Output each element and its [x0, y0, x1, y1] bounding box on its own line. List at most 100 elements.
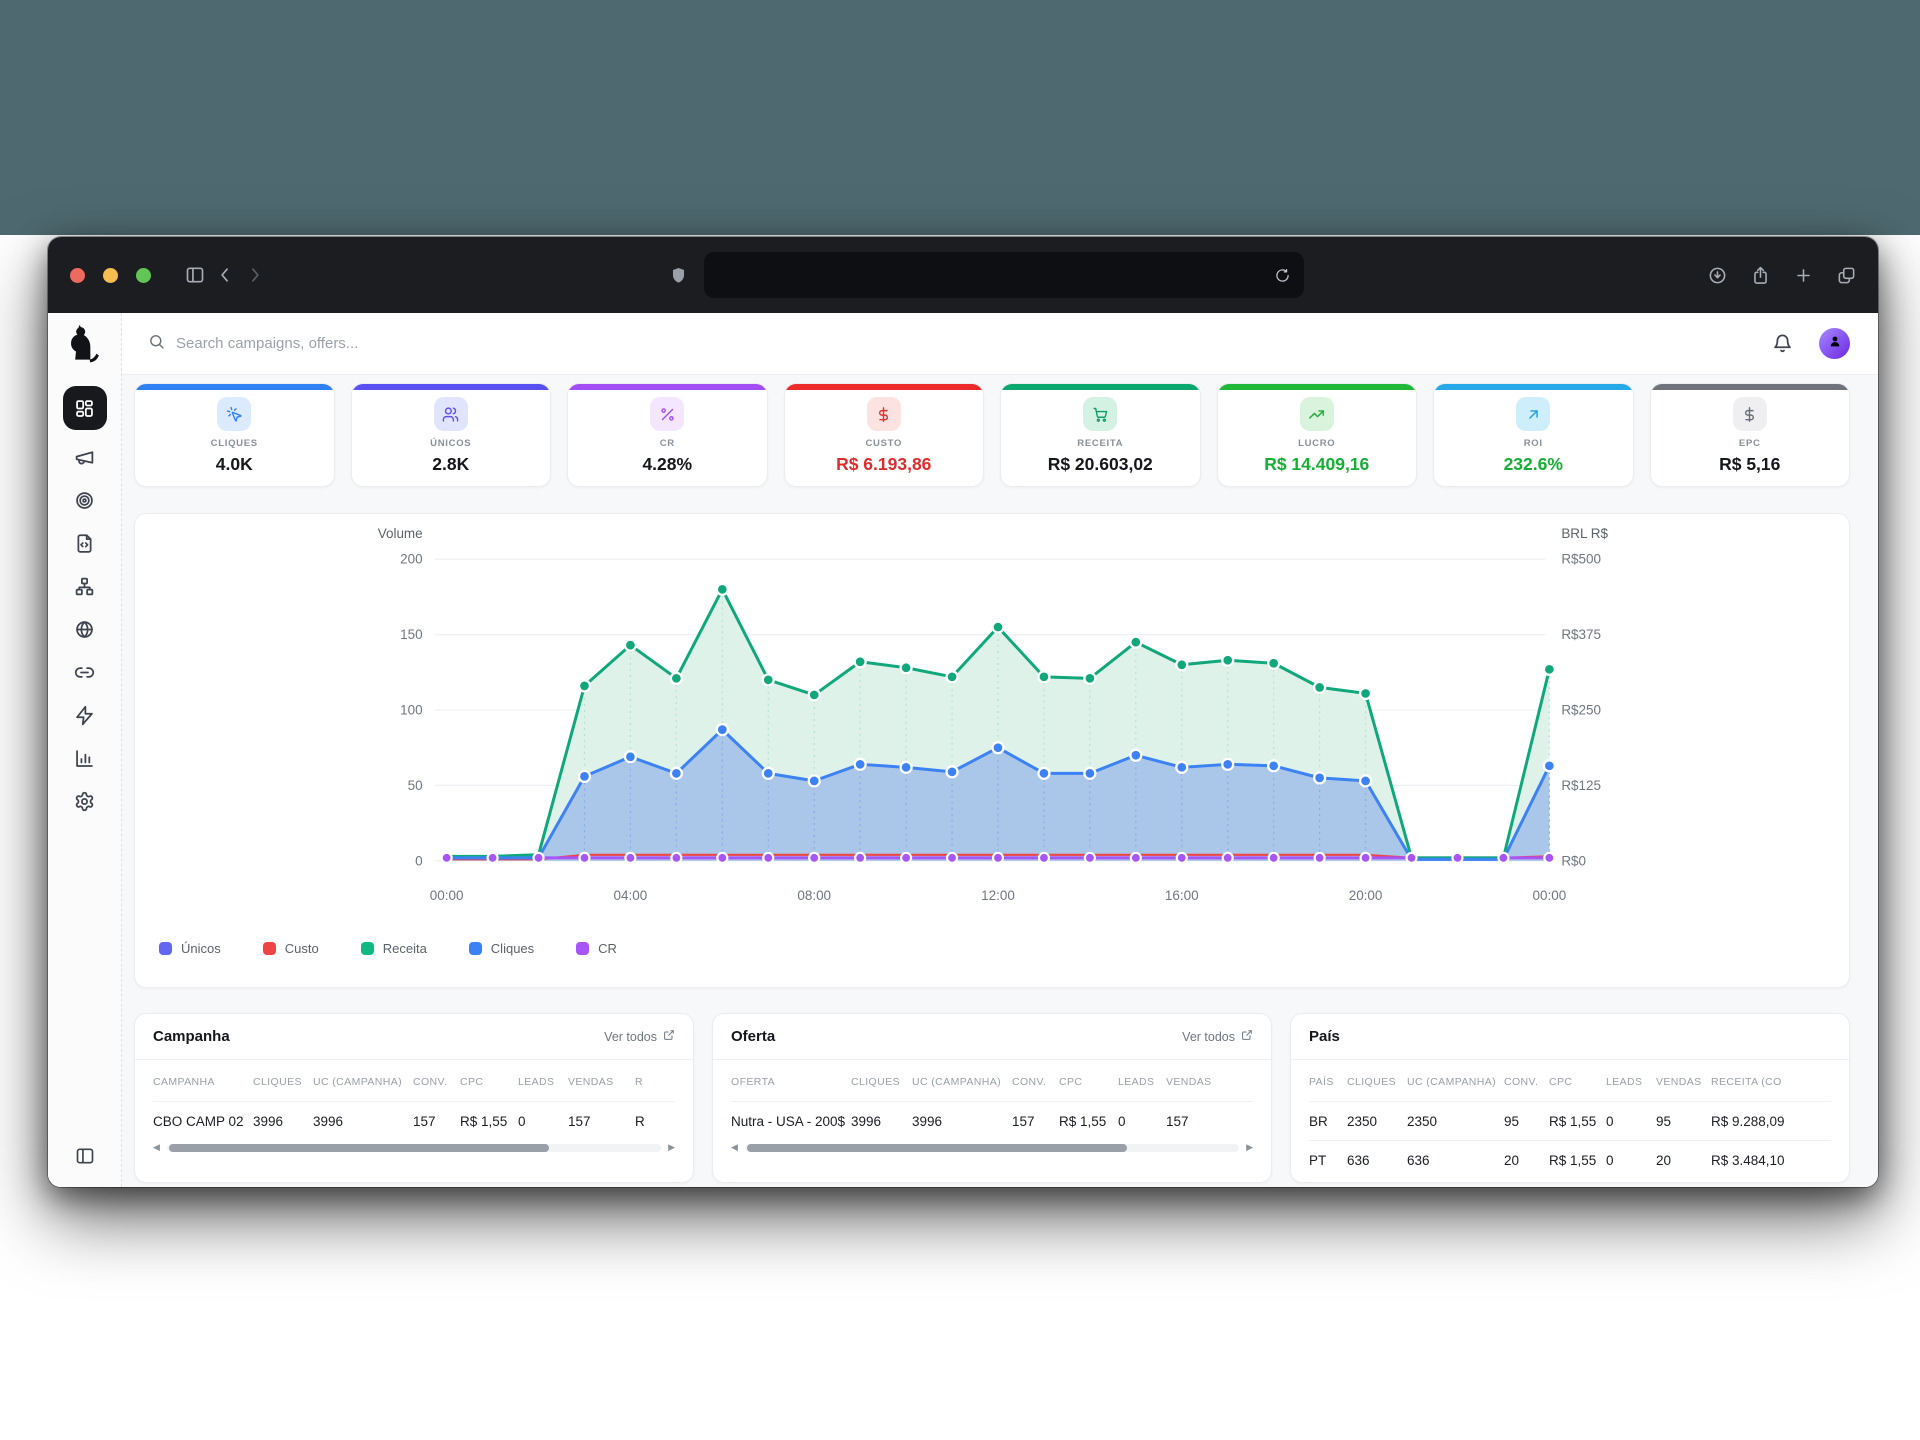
svg-text:R$125: R$125	[1561, 778, 1601, 793]
sidebar-item-dashboard[interactable]	[62, 386, 107, 430]
table-cell: 95	[1504, 1113, 1520, 1129]
column-header: UC (CAMPANHA)	[313, 1075, 403, 1088]
arrow-up-right-icon	[1516, 397, 1551, 431]
dollar-icon	[1732, 397, 1767, 431]
kpi-row: CLIQUES 4.0K ÚNICOS 2.8K CR 4.28% CUSTO R$ 6.19…	[134, 383, 1850, 487]
horizontal-scrollbar[interactable]: ◀ ▶	[713, 1140, 1271, 1152]
share-icon[interactable]	[1751, 266, 1770, 285]
sidebar-item-reports[interactable]	[73, 746, 97, 770]
column-header: LEADS	[518, 1075, 555, 1088]
table-cell: Nutra - USA - 200$	[731, 1113, 846, 1129]
kpi-value: 4.0K	[215, 454, 253, 474]
back-button[interactable]	[215, 265, 235, 285]
table-cell: 0	[1118, 1113, 1126, 1129]
column-header: LEADS	[1118, 1075, 1155, 1088]
scroll-left-icon[interactable]: ◀	[731, 1142, 738, 1152]
column-header: CPC	[1549, 1075, 1573, 1088]
minimize-button[interactable]	[103, 267, 118, 283]
sidebar-nav	[62, 386, 107, 813]
legend-label: Cliques	[490, 940, 535, 956]
legend-item-receita[interactable]: Receita	[360, 941, 427, 956]
ver-todos-link[interactable]: Ver todos	[1182, 1029, 1253, 1044]
kpi-accent-bar	[1434, 384, 1633, 390]
reload-icon[interactable]	[1275, 268, 1290, 283]
table-cell: R$ 3.484,10	[1711, 1152, 1785, 1168]
table-header-row: CAMPANHA CLIQUES UC (CAMPANHA) CONV. CPC LEAD…	[153, 1062, 675, 1101]
column-header: CPC	[460, 1075, 484, 1088]
kpi-label: EPC	[1738, 438, 1761, 449]
scroll-left-icon[interactable]: ◀	[153, 1142, 160, 1152]
legend-item-cliques[interactable]: Cliques	[468, 940, 535, 956]
shield-icon[interactable]	[669, 266, 688, 285]
global-search[interactable]	[148, 333, 1772, 355]
browser-toolbar	[48, 237, 1878, 313]
table-cell: R$ 1,55	[1549, 1113, 1597, 1129]
kpi-value: 232.6%	[1503, 454, 1563, 474]
legend-label: CR	[598, 940, 617, 956]
cart-icon	[1083, 397, 1118, 431]
app-root: CLIQUES 4.0K ÚNICOS 2.8K CR 4.28% CUSTO R$ 6.19…	[48, 313, 1878, 1187]
sidebar-item-domains[interactable]	[73, 617, 97, 641]
table-row: BR 2350 2350 95 R$ 1,55 0 95 R$ 9.288,09	[1309, 1101, 1831, 1140]
svg-text:BRL R$: BRL R$	[1561, 526, 1608, 541]
scrollbar-track[interactable]	[166, 1143, 662, 1152]
users-icon	[433, 397, 468, 431]
table-cell: 0	[1606, 1152, 1614, 1168]
campanha-table-card: Campanha Ver todos CAMPANHA CLIQUES UC (CAMP…	[134, 1013, 694, 1183]
kpi-card-lucro: LUCRO R$ 14.409,16	[1216, 383, 1417, 487]
kpi-accent-bar	[1217, 384, 1416, 390]
close-button[interactable]	[70, 267, 85, 283]
scroll-right-icon[interactable]: ▶	[668, 1142, 675, 1152]
sidebar-item-campaigns[interactable]	[73, 445, 97, 469]
ver-todos-link[interactable]: Ver todos	[604, 1029, 675, 1044]
sidebar-item-settings[interactable]	[73, 789, 97, 813]
table-cell: 636	[1407, 1152, 1430, 1168]
url-bar[interactable]	[704, 252, 1304, 298]
kpi-label: CR	[659, 438, 675, 449]
search-input[interactable]	[176, 335, 1772, 352]
svg-text:100: 100	[400, 703, 422, 718]
sidebar-item-landing-pages[interactable]	[73, 531, 97, 555]
scrollbar-track[interactable]	[744, 1143, 1240, 1152]
scrollbar-thumb[interactable]	[168, 1143, 550, 1152]
kpi-label: LUCRO	[1298, 438, 1336, 449]
table-cell: R$ 1,55	[460, 1113, 508, 1129]
panel-left-icon[interactable]	[185, 265, 205, 285]
sidebar-collapse-icon[interactable]	[75, 1146, 95, 1171]
forward-button[interactable]	[245, 265, 265, 285]
tabs-icon[interactable]	[1837, 266, 1856, 285]
scrollbar-thumb[interactable]	[746, 1143, 1128, 1152]
new-tab-icon[interactable]	[1794, 266, 1813, 285]
legend-item-cr[interactable]: CR	[576, 941, 617, 956]
svg-text:R$0: R$0	[1561, 853, 1586, 868]
bell-icon[interactable]	[1772, 333, 1793, 354]
horizontal-scrollbar[interactable]: ◀ ▶	[135, 1140, 693, 1152]
avatar[interactable]	[1819, 328, 1850, 359]
external-link-icon	[1241, 1029, 1253, 1044]
legend-label: Custo	[284, 940, 319, 956]
summary-tables-row: Campanha Ver todos CAMPANHA CLIQUES UC (CAMP…	[134, 1013, 1850, 1183]
legend-item-custo[interactable]: Custo	[262, 940, 319, 956]
sidebar-item-flows[interactable]	[73, 574, 97, 598]
kpi-accent-bar	[135, 384, 334, 390]
download-icon[interactable]	[1708, 266, 1727, 285]
sidebar-item-links[interactable]	[73, 660, 97, 684]
table-title: País	[1309, 1028, 1340, 1045]
svg-text:R$375: R$375	[1561, 627, 1601, 642]
svg-text:00:00: 00:00	[1532, 888, 1566, 903]
zoom-button[interactable]	[136, 267, 151, 283]
sidebar-item-automation[interactable]	[73, 703, 97, 727]
link-label: Ver todos	[604, 1029, 657, 1044]
legend-item-únicos[interactable]: Únicos	[159, 941, 221, 956]
table-title: Oferta	[731, 1028, 776, 1045]
url-input[interactable]	[718, 267, 1275, 283]
main-column: CLIQUES 4.0K ÚNICOS 2.8K CR 4.28% CUSTO R$ 6.19…	[122, 313, 1878, 1187]
legend-swatch	[159, 941, 172, 955]
trending-up-icon	[1299, 397, 1334, 431]
sidebar-item-offers[interactable]	[73, 488, 97, 512]
kpi-accent-bar	[1650, 384, 1849, 390]
table-cell: PT	[1309, 1152, 1327, 1168]
table-cell: 0	[1606, 1113, 1614, 1129]
column-header: LEADS	[1606, 1075, 1643, 1088]
scroll-right-icon[interactable]: ▶	[1246, 1142, 1253, 1152]
